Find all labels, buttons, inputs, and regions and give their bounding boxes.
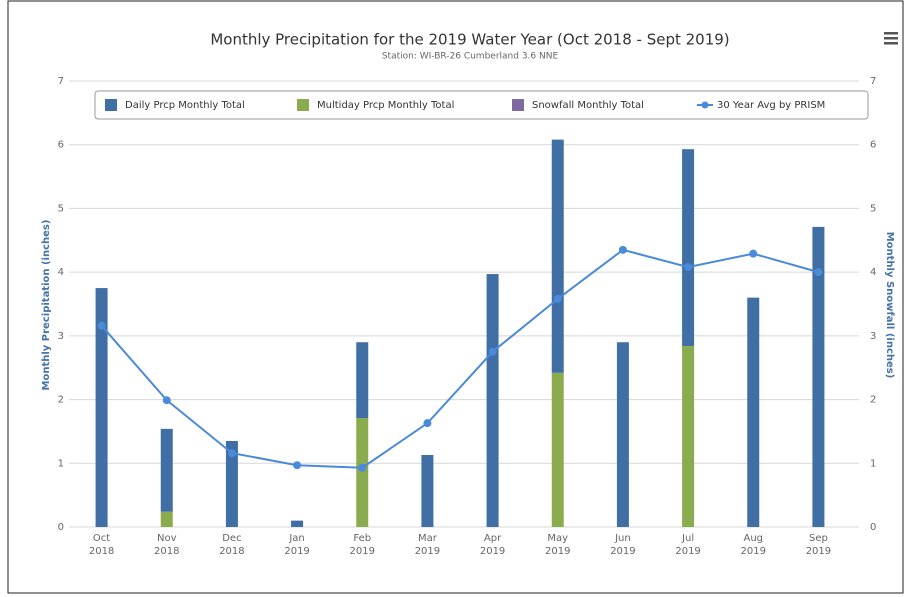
bar-segment (356, 342, 369, 419)
x-tick-label: Oct (93, 533, 110, 544)
y-tick-label: 3 (58, 331, 64, 342)
legend-label: 30 Year Avg by PRISM (717, 100, 825, 111)
y2-tick-label: 6 (870, 140, 876, 151)
avg-point (684, 263, 693, 272)
legend-swatch (512, 99, 524, 111)
avg-point (553, 294, 562, 303)
x-tick-label: Aug (743, 533, 763, 544)
avg-point (423, 419, 432, 428)
bar-segment (160, 428, 173, 512)
y-tick-label: 4 (58, 267, 64, 278)
x-tick-label: 2019 (284, 546, 309, 557)
y-tick-label: 5 (58, 203, 64, 214)
bar-segment (747, 297, 760, 527)
x-tick-label: Sep (809, 533, 828, 544)
x-tick-label: 2019 (415, 546, 440, 557)
y-tick-label: 7 (58, 76, 64, 87)
x-tick-label: Dec (222, 533, 241, 544)
x-tick-label: 2018 (89, 546, 114, 557)
y2-tick-label: 7 (870, 76, 876, 87)
avg-point (162, 396, 171, 405)
avg-point (227, 449, 236, 458)
x-tick-label: 2018 (219, 546, 244, 557)
x-tick-label: 2019 (545, 546, 570, 557)
legend-item: Snowfall Monthly Total (512, 99, 644, 111)
y2-tick-label: 2 (870, 395, 876, 406)
y2-axis-label: Monthly Snowfall (inches) (884, 232, 895, 379)
y2-tick-label: 3 (870, 331, 876, 342)
x-tick-label: 2019 (350, 546, 375, 557)
legend-box (94, 90, 869, 120)
x-tick-label: 2019 (480, 546, 505, 557)
legend-label: Snowfall Monthly Total (532, 100, 644, 111)
bar-segment (160, 511, 173, 527)
bar-segment (291, 520, 304, 527)
legend-label: Multiday Prcp Monthly Total (317, 100, 454, 111)
menu-icon[interactable] (884, 32, 898, 45)
x-tick-label: Mar (418, 533, 438, 544)
y2-tick-label: 4 (870, 267, 876, 278)
legend-item: 30 Year Avg by PRISM (697, 100, 825, 111)
x-tick-label: 2019 (610, 546, 635, 557)
legend-swatch (297, 99, 309, 111)
legend-label: Daily Prcp Monthly Total (125, 100, 245, 111)
legend-dot (701, 101, 709, 109)
y-tick-label: 0 (58, 522, 64, 533)
bar-segment (682, 149, 695, 347)
avg-point (749, 249, 758, 258)
chart-title: Monthly Precipitation for the 2019 Water… (210, 31, 729, 49)
y2-tick-label: 5 (870, 203, 876, 214)
legend-swatch (105, 99, 117, 111)
legend-item: Multiday Prcp Monthly Total (297, 99, 454, 111)
chart-frame (7, 0, 904, 594)
y2-tick-label: 1 (870, 458, 876, 469)
avg-point (618, 245, 627, 254)
x-tick-label: Nov (157, 533, 177, 544)
avg-point (814, 268, 823, 277)
x-tick-label: Apr (484, 533, 502, 544)
avg-point (97, 321, 106, 330)
y-axis-label: Monthly Precipitation (inches) (41, 220, 52, 391)
avg-point (358, 463, 367, 472)
bar-segment (486, 274, 499, 527)
bar-segment (551, 139, 564, 373)
avg-point (293, 461, 302, 470)
x-tick-label: Jun (614, 533, 631, 544)
avg-point (488, 347, 497, 356)
x-tick-label: Jan (288, 533, 304, 544)
x-tick-label: 2019 (675, 546, 700, 557)
x-tick-label: 2019 (806, 546, 831, 557)
x-tick-label: 2018 (154, 546, 179, 557)
bar-segment (551, 372, 564, 527)
y-tick-label: 1 (58, 458, 64, 469)
y-tick-label: 6 (58, 140, 64, 151)
x-tick-label: 2019 (741, 546, 766, 557)
bar-segment (225, 440, 238, 527)
bar-segment (356, 418, 369, 527)
y2-tick-label: 0 (870, 522, 876, 533)
x-tick-label: May (547, 533, 568, 544)
bar-segment (682, 346, 695, 527)
bar-segment (812, 226, 825, 528)
x-tick-label: Feb (353, 533, 371, 544)
bar-segment (421, 455, 434, 527)
legend-item: Daily Prcp Monthly Total (105, 99, 245, 111)
chart-subtitle: Station: WI-BR-26 Cumberland 3.6 NNE (382, 52, 559, 62)
x-tick-label: Jul (681, 533, 694, 544)
bar-segment (95, 288, 108, 527)
avg-line (100, 248, 819, 469)
y-tick-label: 2 (58, 395, 64, 406)
bar-segment (616, 342, 629, 527)
